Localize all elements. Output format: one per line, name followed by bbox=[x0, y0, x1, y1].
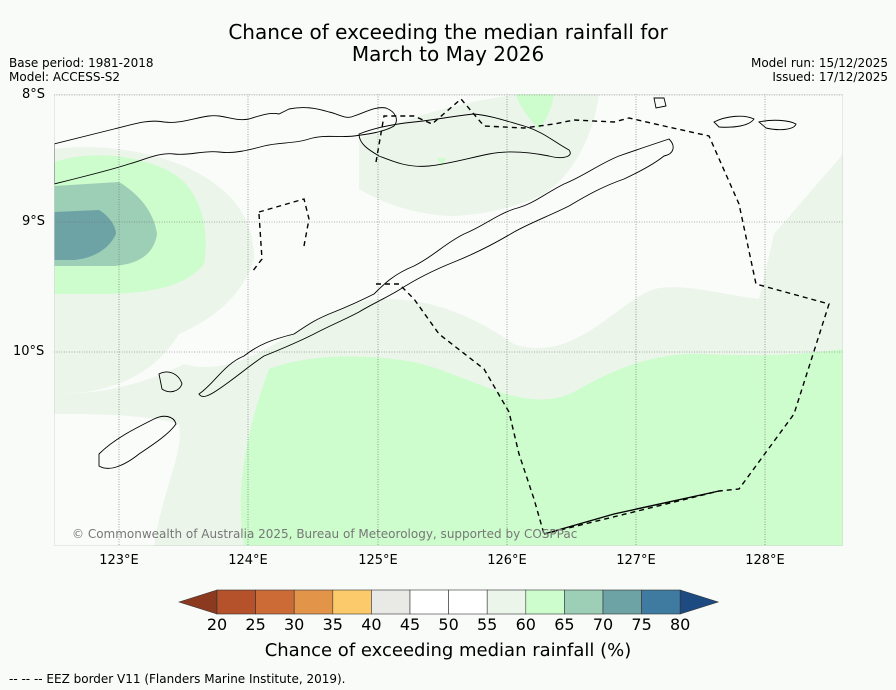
lon-label-128e: 128°E bbox=[745, 553, 785, 568]
colorbar-tick-label: 65 bbox=[554, 615, 575, 634]
lon-label-126e: 126°E bbox=[487, 553, 527, 568]
colorbar-tick-label: 45 bbox=[399, 615, 421, 634]
model-run-label: Model run: 15/12/2025 bbox=[750, 56, 888, 70]
colorbar-bin bbox=[371, 589, 411, 615]
northern-islands-coastline bbox=[54, 107, 397, 185]
map-title-line-2: March to May 2026 bbox=[351, 42, 545, 66]
colorbar-bin bbox=[486, 589, 527, 615]
map-panel: © Commonwealth of Australia 2025, Bureau… bbox=[54, 94, 843, 546]
colorbar bbox=[178, 589, 720, 615]
eez-border-south-east bbox=[543, 490, 720, 535]
copyright-text: © Commonwealth of Australia 2025, Bureau… bbox=[72, 527, 577, 541]
eez-border-east bbox=[375, 98, 830, 535]
colorbar-bin bbox=[409, 589, 449, 615]
colorbar-tick-label: 30 bbox=[284, 615, 305, 634]
colorbar-bin bbox=[525, 589, 565, 615]
lon-label-123e: 123°E bbox=[99, 553, 139, 568]
colorbar-tick-label: 80 bbox=[670, 615, 691, 634]
lon-label-124e: 124°E bbox=[228, 553, 268, 568]
timor-coastline bbox=[198, 138, 674, 397]
colorbar-bin bbox=[602, 589, 642, 615]
map-title-line-1: Chance of exceeding the median rainfall … bbox=[228, 20, 668, 44]
issued-label: Issued: 17/12/2025 bbox=[772, 70, 888, 84]
colorbar-bin bbox=[255, 589, 295, 615]
colorbar-tick-label: 40 bbox=[361, 615, 382, 634]
map-frame bbox=[54, 94, 843, 546]
lat-label-8s: 8°S bbox=[22, 87, 46, 102]
eez-legend-text: -- -- -- EEZ border V11 (Flanders Marine… bbox=[9, 672, 346, 686]
colorbar-tick-label: 35 bbox=[322, 615, 343, 634]
lon-label-127e: 127°E bbox=[616, 553, 656, 568]
colorbar-title: Chance of exceeding median rainfall (%) bbox=[264, 640, 632, 661]
colorbar-bin bbox=[216, 589, 256, 615]
colorbar-extend-low bbox=[178, 589, 218, 615]
region-60-65-north bbox=[516, 94, 554, 129]
base-period-label: Base period: 1981-2018 bbox=[9, 56, 154, 70]
region-70-75 bbox=[54, 210, 116, 260]
wetar-coastline bbox=[358, 113, 571, 167]
island-sw bbox=[98, 415, 177, 469]
eez-border-oecussi bbox=[258, 198, 310, 247]
island-east-1 bbox=[713, 115, 755, 128]
lat-label-10s: 10°S bbox=[13, 344, 45, 359]
colorbar-tick-label: 70 bbox=[592, 615, 614, 634]
eez-border-south bbox=[376, 283, 545, 535]
lon-label-125e: 125°E bbox=[358, 553, 398, 568]
colorbar-bin bbox=[641, 589, 681, 615]
island-sw-2 bbox=[158, 371, 183, 393]
colorbar-tick-label: 75 bbox=[631, 615, 652, 634]
colorbar-bin bbox=[293, 589, 334, 615]
graticule bbox=[54, 94, 843, 546]
island-east-2 bbox=[758, 119, 797, 131]
region-60-65-dot bbox=[437, 158, 446, 166]
model-label: Model: ACCESS-S2 bbox=[9, 70, 121, 84]
colorbar-bin bbox=[332, 589, 372, 615]
island-north bbox=[653, 97, 667, 109]
colorbar-tick-label: 50 bbox=[438, 615, 459, 634]
colorbar-tick-label: 25 bbox=[245, 615, 266, 634]
region-55-60-east bbox=[759, 154, 843, 306]
colorbar-tick-label: 20 bbox=[206, 615, 228, 634]
lat-label-9s: 9°S bbox=[22, 214, 46, 229]
eez-border-west bbox=[251, 213, 263, 273]
colorbar-extend-high bbox=[679, 589, 720, 615]
colorbar-bin bbox=[564, 589, 604, 615]
colorbar-tick-label: 60 bbox=[515, 615, 536, 634]
colorbar-bin bbox=[448, 589, 488, 615]
colorbar-tick-label: 55 bbox=[477, 615, 498, 634]
